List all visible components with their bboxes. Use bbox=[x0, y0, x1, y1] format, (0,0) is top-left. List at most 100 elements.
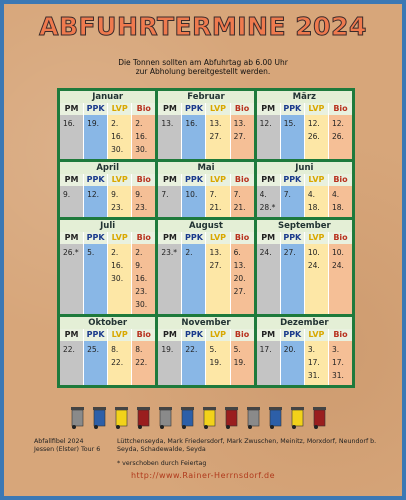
title: ABFUHRTERMINE 2024 bbox=[39, 12, 367, 42]
date: 8. bbox=[135, 345, 143, 354]
month-block: Januar PM 16. PPK 19. LVP 2. 16. 30. Bio 2. 16. 30. bbox=[60, 91, 156, 159]
month-columns: PM 23.* PPK 2. LVP 13. 27. Bio 6. 13. 20. 27. bbox=[158, 232, 254, 314]
date: 9. bbox=[63, 190, 71, 199]
date: 30. bbox=[111, 274, 124, 283]
bin-icon bbox=[93, 409, 106, 427]
column-header: LVP bbox=[304, 174, 328, 186]
column-header: LVP bbox=[304, 329, 328, 341]
bin-icon bbox=[269, 407, 282, 410]
month-block: November PM 19. PPK 22. LVP 5. 19. Bio 5. 19. bbox=[158, 317, 254, 385]
column-header: PM bbox=[256, 232, 280, 244]
bin-column: LVP 3. 17. 31. bbox=[304, 329, 328, 385]
bin-column: PM 7. bbox=[158, 174, 182, 217]
column-header: PPK bbox=[182, 103, 206, 115]
date: 18. bbox=[331, 203, 344, 212]
month-name: August bbox=[158, 220, 254, 232]
column-dates: 13. 27. bbox=[230, 115, 254, 159]
column-dates: 13. bbox=[158, 115, 182, 159]
date: 5. bbox=[233, 345, 241, 354]
column-dates: 27. bbox=[280, 244, 304, 314]
url: http://www.Rainer-Herrnsdorf.de bbox=[130, 471, 276, 480]
column-header: PM bbox=[60, 103, 84, 115]
column-dates: 19. bbox=[84, 115, 108, 159]
date: 27. bbox=[233, 287, 246, 296]
column-header: LVP bbox=[206, 103, 230, 115]
column-dates: 10. bbox=[182, 186, 206, 217]
column-dates: 12. bbox=[256, 115, 280, 159]
column-header: PM bbox=[60, 174, 84, 186]
bin-column: PM 22. bbox=[60, 329, 84, 385]
column-header: PM bbox=[256, 174, 280, 186]
date: 22. bbox=[185, 345, 198, 354]
bin-icon bbox=[72, 425, 76, 429]
column-header: LVP bbox=[304, 232, 328, 244]
month-columns: PM 9. PPK 12. LVP 9. 23. Bio 9. 23. bbox=[60, 174, 156, 217]
month-block: Juli PM 26.* PPK 5. LVP 2. 16. 30. Bio 2. 9. 16. 23. 3… bbox=[60, 220, 156, 314]
bin-column: PM 23.* bbox=[158, 232, 182, 314]
bin-column: PPK 19. bbox=[84, 103, 108, 159]
column-header: PPK bbox=[84, 232, 108, 244]
month-name: Mai bbox=[158, 162, 254, 174]
date: 13. bbox=[209, 119, 222, 128]
bin-icon bbox=[115, 407, 128, 410]
bin-column: PM 19. bbox=[158, 329, 182, 385]
date: 19. bbox=[209, 358, 222, 367]
bin-icon bbox=[159, 409, 172, 427]
bin-column: Bio 8. 22. bbox=[132, 329, 156, 385]
date: 22. bbox=[63, 345, 75, 354]
note: * verschoben durch Feiertag bbox=[117, 460, 207, 467]
column-dates: 7. bbox=[280, 186, 304, 217]
date: 23. bbox=[135, 203, 148, 212]
column-header: PPK bbox=[84, 103, 108, 115]
bin-icon bbox=[270, 425, 274, 429]
column-dates: 6. 13. 20. 27. bbox=[230, 244, 254, 314]
date: 23.* bbox=[161, 248, 178, 257]
column-dates: 3. 17. 31. bbox=[304, 341, 328, 385]
column-header: LVP bbox=[206, 232, 230, 244]
bin-column: Bio 2. 9. 16. 23. 30. bbox=[132, 232, 156, 314]
bin-icon bbox=[313, 409, 326, 427]
bin-icon bbox=[71, 407, 84, 410]
month-columns: PM 22. PPK 25. LVP 8. 22. Bio 8. 22. bbox=[60, 329, 156, 385]
date: 10. bbox=[185, 190, 198, 199]
month-columns: PM 19. PPK 22. LVP 5. 19. Bio 5. 19. bbox=[158, 329, 254, 385]
bin-column: Bio 2. 16. 30. bbox=[132, 103, 156, 159]
column-header: LVP bbox=[304, 103, 328, 115]
column-header: PM bbox=[60, 329, 84, 341]
bin-column: PPK 12. bbox=[84, 174, 108, 217]
date: 20. bbox=[283, 345, 296, 354]
date: 9. bbox=[135, 261, 143, 270]
date: 12. bbox=[87, 190, 100, 199]
month-name: April bbox=[60, 162, 156, 174]
bin-column: PM 9. bbox=[60, 174, 84, 217]
date: 31. bbox=[331, 371, 344, 380]
month-block: Juni PM 4. 28.* PPK 7. LVP 4. 18. Bio 4. 18. bbox=[256, 162, 353, 217]
column-header: PM bbox=[158, 103, 182, 115]
month-block: September PM 24. PPK 27. LVP 10. 24. Bio 10. 24. bbox=[256, 220, 353, 314]
column-dates: 19. bbox=[158, 341, 182, 385]
date: 27. bbox=[209, 261, 222, 270]
column-dates: 12. 26. bbox=[304, 115, 328, 159]
date: 2. bbox=[111, 248, 119, 257]
date: 2. bbox=[111, 119, 119, 128]
bin-column: Bio 4. 18. bbox=[328, 174, 353, 217]
column-dates: 2. 16. 30. bbox=[132, 115, 156, 159]
bin-icon bbox=[204, 425, 208, 429]
date: 3. bbox=[331, 345, 340, 354]
date: 24. bbox=[307, 261, 320, 270]
column-dates: 12. bbox=[84, 186, 108, 217]
column-dates: 13. 27. bbox=[206, 244, 230, 314]
month-columns: PM 12. PPK 15. LVP 12. 26. Bio 12. 26. bbox=[256, 103, 353, 159]
date: 27. bbox=[209, 132, 222, 141]
date: 16. bbox=[135, 274, 148, 283]
column-dates: 15. bbox=[280, 115, 304, 159]
column-dates: 2. 16. 30. bbox=[108, 244, 132, 314]
month-name: Oktober bbox=[60, 317, 156, 329]
tour: Jessen (Elster) Tour 6 bbox=[34, 446, 101, 453]
date: 6. bbox=[233, 248, 241, 257]
month-columns: PM 26.* PPK 5. LVP 2. 16. 30. Bio 2. 9. 16. 23. 30. bbox=[60, 232, 156, 314]
column-header: PM bbox=[158, 232, 182, 244]
bin-column: PPK 5. bbox=[84, 232, 108, 314]
column-dates: 2. bbox=[182, 244, 206, 314]
bin-icon bbox=[225, 409, 238, 427]
